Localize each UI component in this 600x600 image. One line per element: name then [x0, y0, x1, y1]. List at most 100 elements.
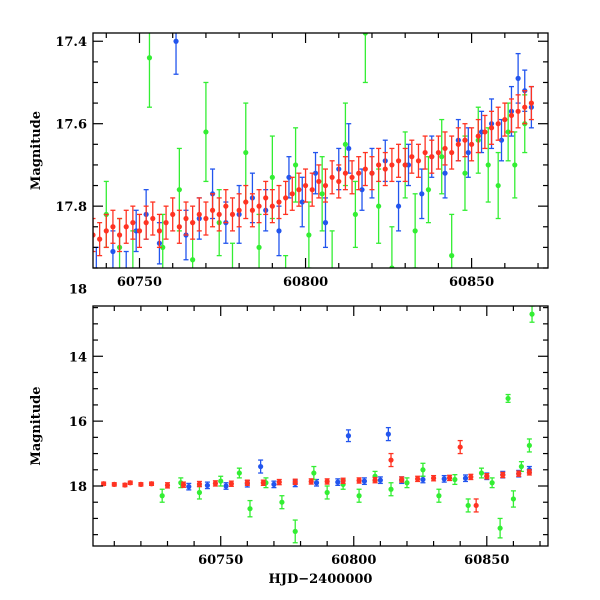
data-point	[176, 187, 182, 193]
data-point	[170, 211, 176, 218]
data-point	[515, 108, 521, 114]
data-point	[203, 129, 209, 135]
data-point	[209, 207, 216, 213]
data-point	[283, 298, 288, 303]
data-point	[409, 154, 415, 160]
data-point	[204, 482, 211, 488]
data-point	[247, 506, 253, 512]
data-point	[313, 480, 320, 486]
data-point	[306, 232, 312, 238]
data-point	[462, 137, 468, 143]
y-axis-title: Magnitude	[29, 111, 44, 190]
series-green	[159, 306, 535, 544]
data-point	[279, 499, 285, 505]
data-point	[186, 484, 192, 490]
data-point	[283, 195, 289, 201]
data-point	[143, 220, 149, 226]
data-point	[276, 199, 282, 205]
data-point	[469, 141, 475, 147]
x-tick-label: 60750	[117, 275, 162, 290]
data-point	[308, 478, 314, 485]
x-tick-label: 60750	[198, 553, 243, 568]
data-point	[515, 75, 521, 81]
data-point	[449, 149, 455, 156]
data-point	[522, 104, 528, 110]
data-point	[475, 133, 481, 139]
data-point	[352, 211, 358, 218]
x-tick-label: 60850	[464, 553, 509, 568]
data-point	[163, 220, 169, 226]
data-point	[101, 481, 107, 487]
data-point	[212, 480, 218, 487]
data-point	[156, 228, 163, 234]
data-point	[439, 154, 445, 160]
data-point	[362, 166, 368, 172]
data-point	[276, 479, 282, 485]
data-point	[148, 481, 155, 487]
data-point	[420, 467, 426, 473]
data-point	[243, 149, 249, 156]
data-point	[123, 224, 129, 230]
data-point	[361, 478, 368, 484]
zoomed-light-curve-panel: 60750 60800 60850 17.4 17.6 17.8 18 Magnitude	[29, 32, 549, 303]
data-point	[127, 480, 133, 486]
data-point	[196, 489, 203, 496]
data-point	[478, 470, 485, 476]
data-point	[415, 476, 421, 482]
plot-area	[101, 306, 535, 544]
data-point	[342, 141, 349, 147]
y-tick-label: 18	[69, 480, 87, 495]
data-point	[258, 463, 264, 470]
data-point	[130, 270, 135, 275]
series-red	[101, 439, 532, 513]
data-point	[382, 166, 388, 172]
data-point	[489, 480, 495, 486]
data-point	[369, 170, 375, 176]
data-point	[505, 129, 511, 135]
data-point	[322, 220, 329, 226]
y-tick-label: 18	[69, 283, 87, 298]
data-point	[190, 220, 196, 226]
data-point	[377, 477, 383, 483]
data-point	[385, 431, 391, 437]
data-point	[136, 228, 143, 234]
x-tick-label: 60800	[331, 553, 376, 568]
data-point	[244, 480, 250, 486]
data-point	[223, 203, 229, 209]
data-point	[510, 496, 517, 502]
y-tick-label: 17.8	[55, 200, 87, 215]
data-point	[349, 174, 355, 180]
plot-frame	[92, 32, 549, 269]
y-tick-label: 14	[69, 350, 87, 365]
data-point	[395, 203, 402, 209]
data-point	[372, 477, 378, 483]
data-point	[312, 170, 319, 176]
data-point	[150, 215, 156, 222]
data-point	[446, 475, 453, 481]
x-axis-title: HJD−2400000	[269, 572, 373, 587]
data-point	[223, 483, 229, 489]
data-point	[500, 472, 506, 478]
full-light-curve-panel: 60750 60800 60850 14 16 18 Magnitude HJD−240000…	[29, 305, 549, 587]
data-point	[495, 182, 501, 189]
data-point	[319, 191, 325, 197]
data-point	[249, 207, 256, 213]
data-point	[485, 162, 491, 168]
data-point	[216, 211, 222, 218]
data-point	[322, 182, 329, 189]
data-point	[465, 149, 471, 156]
data-point	[190, 257, 196, 263]
data-point	[203, 215, 209, 222]
data-point	[498, 137, 505, 143]
data-point	[183, 215, 189, 222]
data-point	[419, 191, 425, 197]
data-point	[292, 479, 298, 485]
y-tick-label: 17.4	[55, 35, 87, 50]
data-point	[389, 162, 395, 168]
data-point	[449, 253, 455, 259]
data-point	[97, 236, 103, 242]
data-point	[484, 473, 490, 479]
data-point	[376, 162, 382, 168]
data-point	[402, 162, 408, 168]
data-point	[473, 502, 479, 509]
